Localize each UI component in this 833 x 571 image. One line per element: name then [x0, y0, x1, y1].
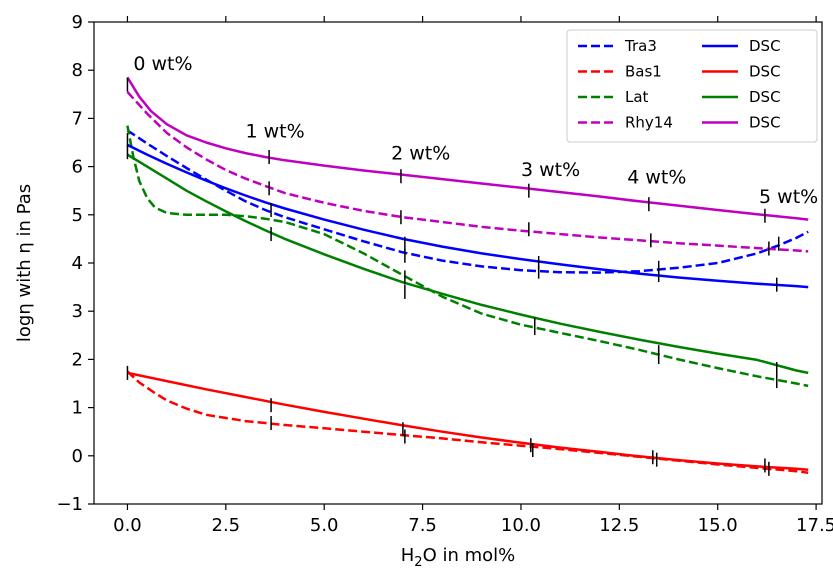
legend-box — [566, 29, 818, 143]
legend-label: DSC — [749, 88, 781, 106]
legend-label: Rhy14 — [625, 114, 673, 132]
series-line-lat-green — [126, 125, 809, 388]
x-tick-label: 5.0 — [310, 515, 339, 536]
y-tick-label: 4 — [72, 253, 83, 274]
x-tick-label: 12.5 — [599, 515, 639, 536]
x-axis-label-sub: 2 — [414, 555, 422, 570]
legend-label: DSC — [749, 114, 781, 132]
legend-label: Tra3 — [624, 37, 657, 55]
legend-label: Lat — [625, 88, 649, 106]
x-axis-label-pre: H — [401, 545, 415, 566]
y-tick-label: 8 — [72, 60, 83, 81]
legend-label: Bas1 — [625, 63, 662, 81]
series-line-dsc-magenta — [126, 76, 809, 221]
y-tick-label: 1 — [72, 398, 83, 419]
y-tick-label: 5 — [72, 205, 83, 226]
series-line-dsc-green — [126, 153, 809, 375]
x-tick-label: 15.0 — [698, 515, 738, 536]
y-tick-label: 7 — [72, 108, 83, 129]
wt-annotation: 5 wt% — [759, 186, 818, 208]
x-tick-label: 2.5 — [212, 515, 241, 536]
y-tick-label: −1 — [56, 494, 83, 515]
marker-ticks — [126, 77, 780, 476]
y-axis-label: logη with η in Pas — [14, 184, 35, 342]
annotations: 0 wt% 1 wt% 2 wt% 3 wt% 4 wt% 5 wt% — [133, 53, 818, 208]
legend-entries: Tra3 Bas1 Lat Rhy14 DSC DSC DSC DSC — [578, 37, 781, 132]
series-line-tra3-blue — [126, 129, 809, 274]
legend-label: DSC — [749, 37, 781, 55]
y-tick-label: 3 — [72, 301, 83, 322]
x-axis-label: H2O in mol% — [401, 545, 516, 570]
series-line-rhy14-magenta — [126, 91, 809, 253]
plot-lines — [126, 76, 809, 474]
y-tick-label: 6 — [72, 157, 83, 178]
x-tick-label: 0.0 — [113, 515, 142, 536]
wt-annotation: 3 wt% — [521, 159, 580, 181]
series-line-bas1-red — [126, 370, 809, 474]
y-tick-label: 2 — [72, 349, 83, 370]
y-tick-label: 0 — [72, 446, 83, 467]
wt-annotation: 1 wt% — [246, 121, 305, 143]
y-tick-label: 9 — [72, 12, 83, 33]
wt-annotation: 4 wt% — [627, 166, 686, 188]
x-axis-label-post: O in mol% — [423, 545, 516, 566]
x-tick-label: 10.0 — [501, 515, 541, 536]
series-line-dsc-red — [127, 371, 809, 472]
axes: 0.0 2.5 5.0 7.5 10.0 12.5 15.0 17.5 −1 0 1 2 3 4 5 6 7 8 9 — [56, 12, 833, 536]
wt-annotation: 2 wt% — [391, 142, 450, 164]
series-line-dsc-blue — [126, 143, 809, 289]
x-tick-label: 7.5 — [408, 515, 437, 536]
legend-label: DSC — [749, 63, 781, 81]
legend: Tra3 Bas1 Lat Rhy14 DSC DSC DSC DSC — [566, 29, 818, 143]
x-tick-label: 17.5 — [796, 515, 833, 536]
wt-annotation: 0 wt% — [133, 53, 192, 75]
